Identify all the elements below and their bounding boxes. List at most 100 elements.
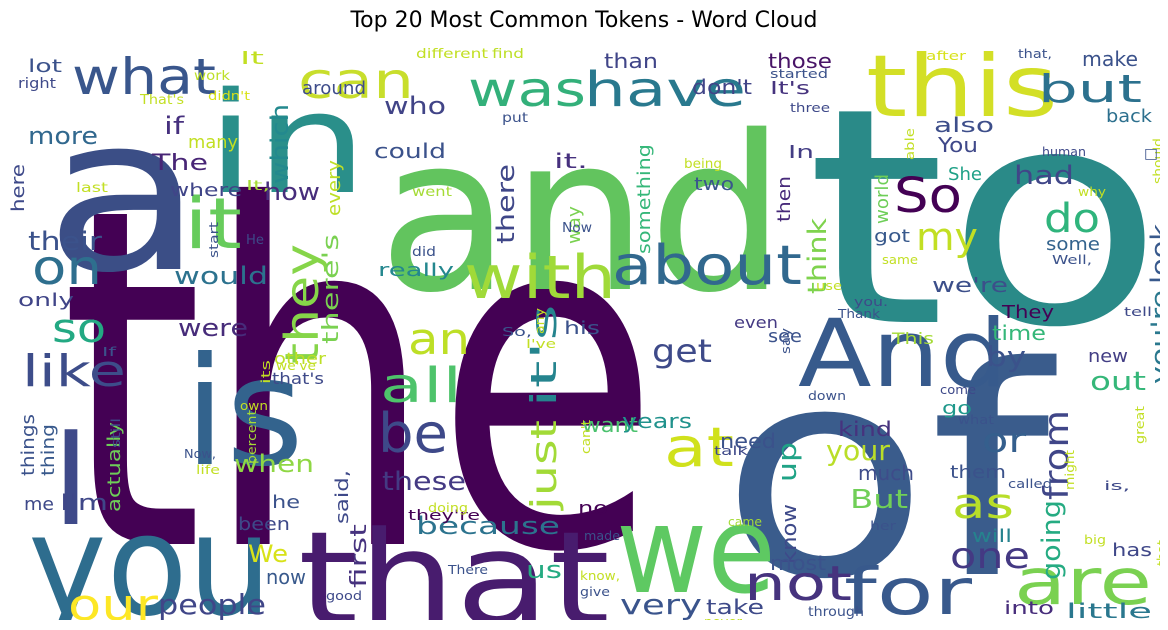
word-us: us <box>526 556 562 584</box>
word-So-comma: So, <box>502 325 532 339</box>
word-got: got <box>874 226 910 247</box>
word-but: but <box>1038 67 1142 111</box>
word-its: its <box>259 360 273 384</box>
word-And-cap: And <box>798 300 1008 409</box>
word-Now-comma: Now, <box>184 447 216 461</box>
word-might: might <box>1063 450 1077 490</box>
word-know: know <box>777 504 801 564</box>
word-her: her <box>870 519 896 533</box>
word-great: great <box>1133 406 1147 444</box>
word-no: no <box>578 498 608 519</box>
word-at: at <box>664 416 734 479</box>
word-every: every <box>324 160 345 216</box>
word-down: down <box>808 389 846 403</box>
word-you-dot: you. <box>854 295 888 309</box>
word-up: up <box>773 442 803 482</box>
word-that-comma: that, <box>1018 47 1052 61</box>
word-still: still <box>109 418 123 448</box>
word-come: come <box>940 383 976 397</box>
word-their: their <box>28 227 102 257</box>
word-these: these <box>382 467 466 497</box>
word-own: own <box>240 399 268 413</box>
word-she: She <box>948 164 982 185</box>
word-go: go <box>942 398 972 419</box>
word-what: what <box>72 48 216 106</box>
word-those: those <box>768 49 832 73</box>
word-percent: percent <box>245 410 259 464</box>
word-same: same <box>882 253 918 267</box>
word-make: make <box>1082 47 1138 71</box>
word-have: have <box>584 62 746 118</box>
word-want: want <box>582 413 638 437</box>
word-through: through <box>808 605 864 620</box>
word-good: good <box>326 589 362 603</box>
word-tell: tell <box>1124 305 1152 319</box>
word-some: some <box>1046 234 1100 255</box>
word-human: human <box>1042 145 1086 159</box>
word-know-comma: know, <box>580 569 620 583</box>
word-about: about <box>612 234 802 297</box>
word-called: called <box>1008 477 1052 491</box>
word-you: you <box>28 485 272 620</box>
word-could: could <box>374 139 446 163</box>
word-been: been <box>238 514 290 535</box>
word-really: really <box>378 260 455 281</box>
word-has: has <box>1112 540 1152 561</box>
word-last: last <box>76 181 108 196</box>
word-your: your <box>826 434 890 467</box>
word-was: was <box>468 62 586 118</box>
word-one: one <box>950 536 1030 577</box>
word-where: where <box>170 180 242 201</box>
word-think: think <box>803 218 833 294</box>
word-or: or <box>982 421 1026 461</box>
word-he: he <box>272 492 300 513</box>
word-started: started <box>770 67 828 81</box>
word-Ive: I've <box>526 337 556 351</box>
word-In-cap: In <box>788 142 814 163</box>
word-cloud-canvas: the to and of a is in you that we I this… <box>8 44 1160 620</box>
word-work: work <box>194 69 231 84</box>
word-me: me <box>24 494 54 515</box>
word-is: is <box>184 326 304 500</box>
word-didnt: didn't <box>208 89 250 103</box>
word-said: said, <box>332 470 353 524</box>
word-theyre: they're <box>408 508 480 524</box>
word-not: not <box>744 556 852 612</box>
word-by: by <box>986 340 1026 373</box>
word-It-cap: It <box>240 48 264 69</box>
word-them: them <box>950 462 1006 483</box>
word-able: able <box>903 128 917 160</box>
word-just: just <box>524 420 565 511</box>
word-it-dot: it. <box>554 149 588 173</box>
word-weve: we've <box>276 359 316 373</box>
word-way: way <box>564 206 585 244</box>
word-dont: don't <box>692 75 752 99</box>
word-here: here <box>8 164 29 212</box>
word-like: like <box>22 346 126 397</box>
word-going: going <box>1037 500 1067 580</box>
word-it: it <box>184 183 242 265</box>
word-different: different <box>416 47 488 62</box>
word-They-cap: They <box>1001 302 1055 323</box>
word-an: an <box>408 314 470 365</box>
word-three: three <box>790 101 830 115</box>
word-give: give <box>580 585 610 599</box>
word-I: I <box>52 403 90 555</box>
word-why: why <box>1078 185 1106 199</box>
word-made: made <box>584 529 620 543</box>
word-He-cap: He <box>246 233 264 248</box>
word-that: that <box>298 503 610 620</box>
word-many: many <box>188 132 238 153</box>
word-put: put <box>502 111 528 126</box>
word-actually: actually <box>104 422 125 512</box>
word-thing: thing <box>38 424 59 476</box>
word-doing: doing <box>428 501 468 515</box>
word-my: my <box>916 215 978 259</box>
word-should: should <box>1151 138 1160 184</box>
word-little: little <box>1066 599 1152 620</box>
word-right: right <box>18 76 57 92</box>
word-cant: can't <box>579 420 593 454</box>
word-big: big <box>1084 533 1106 547</box>
word-his: his <box>564 318 600 339</box>
word-very: very <box>620 588 702 620</box>
